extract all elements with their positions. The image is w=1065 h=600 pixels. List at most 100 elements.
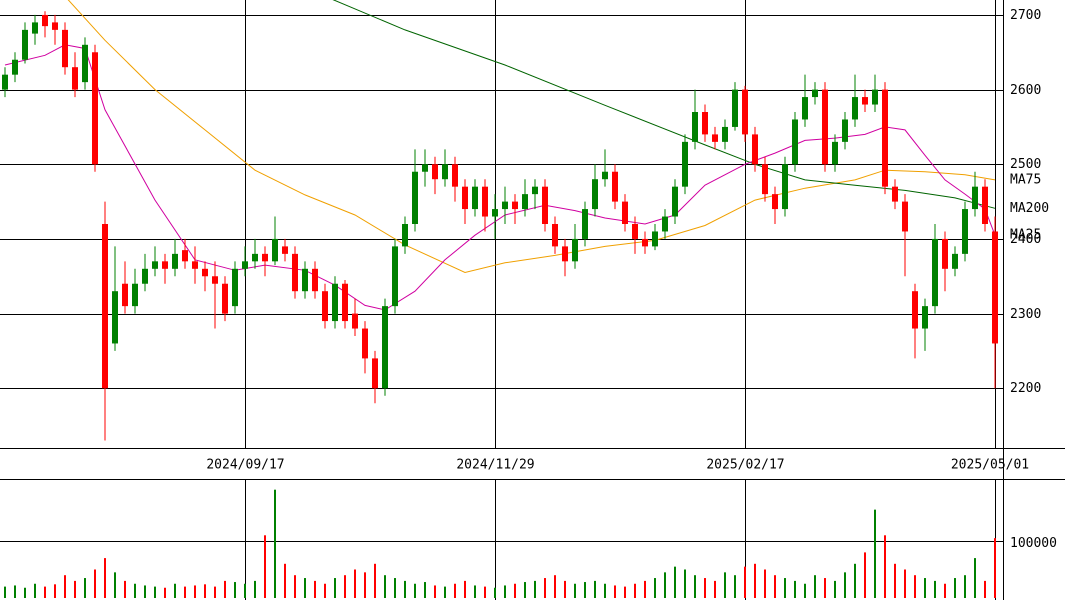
volume-bar <box>44 586 46 598</box>
volume-bar <box>34 583 36 598</box>
candle-body <box>852 97 858 120</box>
candle-body <box>812 89 818 98</box>
candle-body <box>322 291 328 322</box>
candle-body <box>252 253 258 262</box>
volume-bar <box>584 582 586 598</box>
volume-bar <box>564 580 566 598</box>
candle-body <box>412 171 418 224</box>
volume-bar <box>854 563 856 598</box>
volume-bar <box>734 575 736 598</box>
candle-body <box>632 224 638 239</box>
candle-body <box>432 164 438 180</box>
y-tick-label: 2500 <box>1010 157 1041 172</box>
candle-body <box>692 112 698 142</box>
candle-body <box>702 112 708 135</box>
volume-bar <box>414 583 416 598</box>
volume-bar <box>604 583 606 598</box>
candle-body <box>272 238 278 262</box>
volume-bar <box>384 575 386 598</box>
volume-bar <box>174 583 176 598</box>
candle-body <box>42 14 48 27</box>
candle-body <box>542 186 548 224</box>
volume-bar <box>114 572 116 598</box>
candle-body <box>282 246 288 254</box>
volume-bar <box>804 583 806 598</box>
volume-bar <box>824 578 826 598</box>
candle-body <box>372 358 378 389</box>
candle-body <box>212 276 218 284</box>
volume-bar <box>504 585 506 598</box>
volume-bar <box>254 580 256 598</box>
volume-bar <box>284 563 286 598</box>
candle-body <box>442 164 448 180</box>
volume-bar <box>444 586 446 598</box>
volume-bar <box>554 575 556 598</box>
volume-bar <box>914 575 916 598</box>
candle-body <box>902 201 908 232</box>
volume-bar <box>544 578 546 598</box>
candle-body <box>712 134 718 142</box>
x-tick-label: 2024/09/17 <box>206 458 284 473</box>
volume-bar <box>134 583 136 598</box>
candle-body <box>972 186 978 210</box>
candle-body <box>122 283 128 307</box>
candle-body <box>452 164 458 187</box>
candle-body <box>962 209 968 254</box>
candle-body <box>392 246 398 307</box>
volume-bar <box>464 580 466 598</box>
candles <box>2 11 998 441</box>
candle-body <box>582 209 588 239</box>
candle-body <box>752 134 758 165</box>
candle-body <box>32 22 38 34</box>
candle-body <box>312 268 318 292</box>
y-tick-label: 2700 <box>1010 8 1041 23</box>
x-tick-label: 2025/02/17 <box>706 458 784 473</box>
volume-bar <box>944 583 946 598</box>
candle-body <box>362 328 368 359</box>
candle-body <box>782 164 788 210</box>
volume-bar <box>194 585 196 598</box>
candle-body <box>652 231 658 247</box>
candle-body <box>92 52 98 165</box>
candle-body <box>382 306 388 389</box>
volume-bar <box>874 509 876 598</box>
candle-body <box>162 261 168 269</box>
candle-body <box>882 89 888 187</box>
candle-body <box>992 231 998 344</box>
y-tick-label: 2300 <box>1010 307 1041 322</box>
volume-bar <box>334 578 336 598</box>
volume-bar <box>864 552 866 598</box>
candle-body <box>922 306 928 329</box>
candle-body <box>232 268 238 307</box>
volume-bar <box>64 575 66 598</box>
volume-bar <box>524 582 526 598</box>
volume-bar <box>594 580 596 598</box>
volume <box>4 489 996 598</box>
candle-body <box>422 164 428 172</box>
candle-body <box>732 89 738 127</box>
candle-body <box>842 119 848 142</box>
volume-bar <box>54 584 56 598</box>
volume-bar <box>784 578 786 598</box>
candle-body <box>552 224 558 247</box>
volume-bar <box>424 582 426 598</box>
volume-bar <box>844 572 846 598</box>
candle-body <box>352 313 358 329</box>
volume-bar <box>344 575 346 598</box>
candle-body <box>592 179 598 210</box>
candle-body <box>172 253 178 269</box>
candle-body <box>772 194 778 210</box>
volume-bar <box>664 572 666 598</box>
candle-body <box>662 216 668 232</box>
volume-bar <box>454 583 456 598</box>
candle-body <box>502 201 508 210</box>
volume-bar <box>884 535 886 598</box>
candle-body <box>22 29 28 60</box>
volume-bar <box>314 580 316 598</box>
candle-body <box>942 238 948 269</box>
candle-body <box>332 283 338 322</box>
candle-body <box>762 164 768 195</box>
x-tick-label: 2024/11/29 <box>456 458 534 473</box>
grid <box>0 0 1003 600</box>
candle-body <box>982 186 988 224</box>
